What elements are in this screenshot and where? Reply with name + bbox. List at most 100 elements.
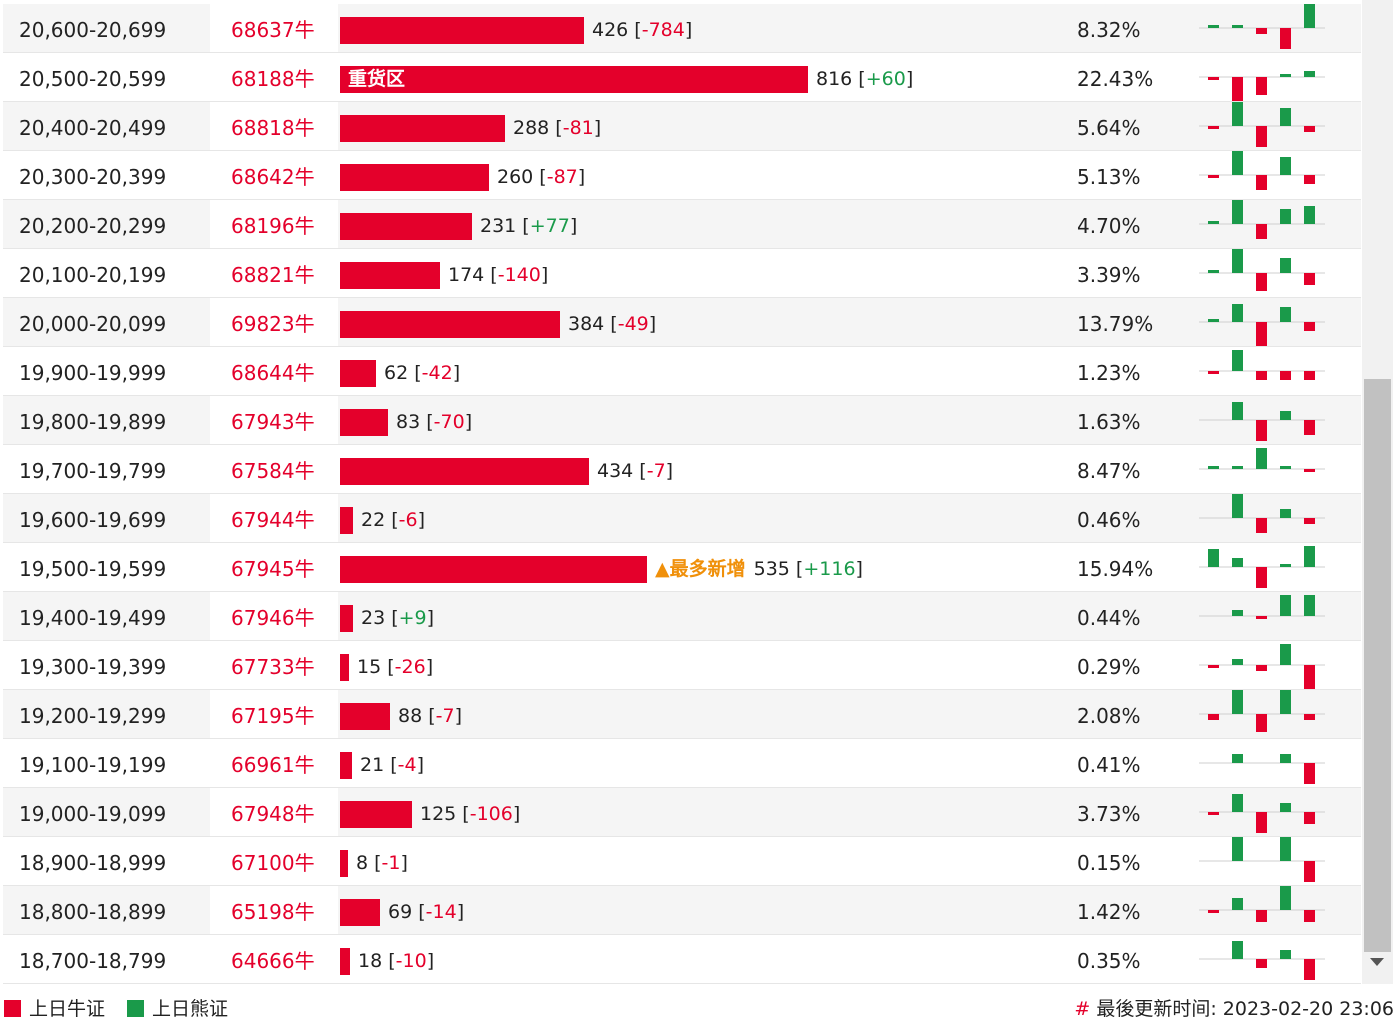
history-sparkline	[1199, 4, 1325, 49]
code-cell	[210, 347, 338, 395]
price-range: 18,700-18,799	[19, 949, 167, 973]
history-sparkline	[1199, 304, 1325, 346]
bull-spark-bar	[1256, 812, 1267, 833]
warrant-code-link[interactable]: 66961牛	[231, 753, 315, 777]
price-range: 19,300-19,399	[19, 655, 167, 679]
outstanding-bar	[340, 262, 440, 289]
legend-bear: 上日熊证	[127, 994, 228, 1024]
history-sparkline	[1199, 794, 1325, 833]
outstanding-count: 15	[357, 656, 382, 678]
outstanding-count: 21	[360, 754, 385, 776]
price-range: 19,100-19,199	[19, 753, 167, 777]
bull-spark-bar	[1256, 77, 1267, 95]
bear-spark-bar	[1232, 151, 1243, 175]
bull-spark-bar	[1304, 175, 1315, 184]
price-range: 20,600-20,699	[19, 18, 167, 42]
warrant-code-link[interactable]: 68818牛	[231, 116, 315, 140]
bull-spark-bar	[1304, 812, 1315, 824]
price-range: 20,200-20,299	[19, 214, 167, 238]
outstanding-value: 22 [-6]	[361, 509, 426, 531]
warrant-code-link[interactable]: 67943牛	[231, 410, 315, 434]
warrant-code-link[interactable]: 67944牛	[231, 508, 315, 532]
percentage: 0.29%	[1077, 655, 1141, 679]
outstanding-change: -26	[394, 656, 426, 678]
warrant-code-link[interactable]: 67946牛	[231, 606, 315, 630]
bull-spark-bar	[1304, 910, 1315, 922]
bull-spark-bar	[1304, 959, 1315, 980]
table-row: 19,200-19,299 67195牛 88 [-7] 2.08%	[3, 690, 1361, 739]
bear-spark-bar	[1232, 402, 1243, 420]
outstanding-value: 260 [-87]	[497, 166, 586, 188]
bull-spark-bar	[1256, 371, 1267, 380]
bear-spark-bar	[1232, 610, 1243, 616]
scrollbar-thumb[interactable]	[1364, 379, 1391, 952]
outstanding-count: 69	[388, 901, 413, 923]
bear-spark-bar	[1304, 4, 1315, 28]
outstanding-value: 69 [-14]	[388, 901, 465, 923]
outstanding-bar	[340, 458, 589, 485]
bear-spark-bar	[1232, 754, 1243, 763]
bull-swatch-icon	[4, 1000, 21, 1017]
warrant-code-link[interactable]: 68188牛	[231, 67, 315, 91]
scroll-down-arrow-icon[interactable]	[1370, 958, 1384, 966]
bear-spark-bar	[1304, 595, 1315, 616]
percentage: 0.44%	[1077, 606, 1141, 630]
percentage: 8.47%	[1077, 459, 1141, 483]
bear-spark-bar	[1280, 564, 1291, 567]
warrant-code-link[interactable]: 68196牛	[231, 214, 315, 238]
bull-spark-bar	[1256, 273, 1267, 291]
table-row: 20,600-20,699 68637牛 426 [-784] 8.32%	[3, 4, 1361, 53]
outstanding-count: 426	[592, 19, 629, 41]
history-sparkline	[1199, 151, 1325, 190]
warrant-code-link[interactable]: 64666牛	[231, 949, 315, 973]
percentage: 8.32%	[1077, 18, 1141, 42]
bull-spark-bar	[1280, 28, 1291, 49]
bear-spark-bar	[1232, 898, 1243, 910]
bull-spark-bar	[1208, 812, 1219, 815]
warrant-code-link[interactable]: 67195牛	[231, 704, 315, 728]
warrant-code-link[interactable]: 68644牛	[231, 361, 315, 385]
outstanding-change: -1	[381, 852, 401, 874]
history-sparkline	[1199, 690, 1325, 732]
bear-spark-bar	[1232, 690, 1243, 714]
bear-spark-bar	[1232, 102, 1243, 126]
price-range: 19,700-19,799	[19, 459, 167, 483]
warrant-code-link[interactable]: 65198牛	[231, 900, 315, 924]
history-sparkline	[1199, 200, 1325, 239]
outstanding-value: 8 [-1]	[356, 852, 408, 874]
bull-spark-bar	[1304, 371, 1315, 380]
bull-spark-bar	[1208, 77, 1219, 80]
table-row: 19,100-19,199 66961牛 21 [-4] 0.41%	[3, 739, 1361, 788]
hash-icon: #	[1074, 998, 1091, 1020]
warrant-code-link[interactable]: 67733牛	[231, 655, 315, 679]
warrant-code-link[interactable]: 67945牛	[231, 557, 315, 581]
outstanding-bar	[340, 948, 350, 975]
bear-spark-bar	[1208, 466, 1219, 469]
percentage: 5.13%	[1077, 165, 1141, 189]
bear-spark-bar	[1280, 886, 1291, 910]
outstanding-value: 21 [-4]	[360, 754, 425, 776]
warrant-code-link[interactable]: 69823牛	[231, 312, 315, 336]
warrant-code-link[interactable]: 68637牛	[231, 18, 315, 42]
warrant-code-link[interactable]: 68821牛	[231, 263, 315, 287]
outstanding-value: 23 [+9]	[361, 607, 435, 629]
history-sparkline	[1199, 595, 1325, 619]
table-row: 19,500-19,599 67945牛 ▲最多新增 535 [+116] 15.94%	[3, 543, 1361, 592]
code-cell	[210, 837, 338, 885]
outstanding-change: -87	[546, 166, 578, 188]
vertical-scrollbar[interactable]	[1362, 0, 1393, 984]
warrant-code-link[interactable]: 67584牛	[231, 459, 315, 483]
price-range: 20,100-20,199	[19, 263, 167, 287]
warrant-code-link[interactable]: 68642牛	[231, 165, 315, 189]
outstanding-change: -106	[469, 803, 513, 825]
warrant-code-link[interactable]: 67948牛	[231, 802, 315, 826]
bull-spark-bar	[1256, 175, 1267, 190]
history-sparkline	[1199, 249, 1325, 291]
history-sparkline	[1199, 102, 1325, 147]
outstanding-value: 434 [-7]	[597, 460, 674, 482]
bull-spark-bar	[1256, 420, 1267, 441]
warrant-code-link[interactable]: 67100牛	[231, 851, 315, 875]
outstanding-count: 22	[361, 509, 386, 531]
bear-spark-bar	[1232, 558, 1243, 567]
percentage: 4.70%	[1077, 214, 1141, 238]
